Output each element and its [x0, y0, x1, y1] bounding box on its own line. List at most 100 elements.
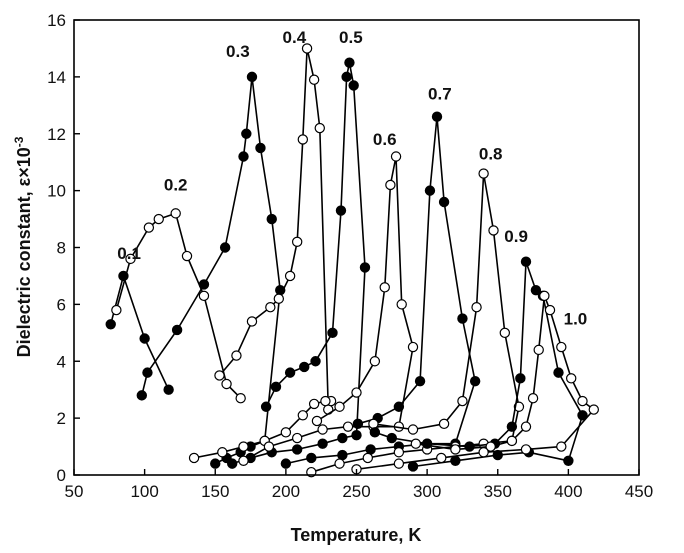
x-tick-label: 250 [342, 482, 370, 501]
x-tick-label: 350 [484, 482, 512, 501]
data-point [393, 447, 405, 458]
data-point [335, 205, 347, 216]
series-label: 0.2 [164, 176, 188, 195]
data-point [457, 395, 468, 407]
data-point [485, 441, 496, 452]
y-axis-ticks: 0 2 4 6 8 10 12 14 16 [47, 11, 80, 485]
data-point [266, 213, 277, 225]
series-0.6 [238, 151, 419, 466]
data-point [410, 438, 422, 449]
data-point [125, 253, 136, 265]
series-1.0 [351, 290, 600, 475]
series-layer [105, 43, 600, 478]
data-point [492, 449, 503, 461]
x-axis-title: Temperature, K [291, 525, 422, 545]
data-point [566, 373, 577, 384]
data-point [284, 367, 296, 378]
data-point [438, 196, 450, 208]
data-point [407, 341, 419, 353]
data-point [539, 290, 550, 302]
data-point [436, 452, 447, 464]
data-point [450, 455, 461, 466]
series-0.2 [111, 208, 246, 404]
series-label: 0.8 [479, 144, 503, 163]
data-point [238, 151, 249, 162]
data-point [469, 375, 481, 387]
data-point [544, 304, 556, 316]
data-point [105, 319, 116, 330]
data-point [337, 432, 348, 444]
data-point [263, 441, 275, 452]
data-point [327, 327, 338, 339]
data-point [438, 418, 450, 430]
data-point [217, 447, 228, 458]
data-point [577, 395, 588, 407]
data-point [311, 415, 323, 427]
data-point [170, 208, 181, 219]
data-point [407, 424, 419, 435]
y-tick-label: 12 [47, 125, 66, 144]
data-point [299, 361, 310, 373]
data-point [238, 441, 249, 452]
series-line [109, 275, 170, 391]
y-axis-title-symbol: ε×10 [14, 147, 34, 186]
data-point [238, 455, 249, 466]
data-point [396, 299, 407, 310]
data-point [301, 43, 313, 54]
data-point [308, 74, 320, 85]
data-point [386, 432, 398, 444]
x-tick-label: 50 [65, 482, 84, 501]
data-point [291, 236, 303, 248]
data-point [341, 71, 352, 83]
data-point [111, 304, 122, 316]
y-tick-label: 4 [57, 352, 66, 371]
data-point [334, 458, 345, 469]
data-point [246, 316, 258, 327]
data-point [273, 293, 285, 304]
data-point [530, 284, 542, 296]
data-point [214, 370, 225, 381]
data-point [506, 435, 518, 447]
data-point [231, 350, 242, 361]
data-point [553, 367, 564, 378]
data-point [198, 290, 210, 302]
series-labels: 0.1 0.2 0.3 0.4 0.5 0.6 0.7 0.8 0.9 1.0 [117, 28, 587, 329]
data-point [260, 401, 272, 412]
series-label: 0.5 [339, 28, 363, 47]
data-point [291, 444, 303, 455]
data-point [198, 279, 210, 290]
data-point [139, 333, 150, 344]
series-label: 0.3 [226, 42, 250, 61]
data-point [210, 458, 221, 469]
x-tick-label: 100 [130, 482, 158, 501]
data-point [188, 452, 200, 464]
data-point [421, 438, 433, 449]
data-point [478, 447, 489, 458]
data-point [241, 128, 252, 139]
series-label: 0.1 [117, 244, 141, 263]
x-tick-label: 400 [554, 482, 582, 501]
data-point [317, 438, 328, 449]
data-point [255, 142, 266, 154]
data-point [235, 393, 246, 404]
data-point [471, 302, 482, 313]
data-point [513, 401, 525, 412]
data-point [171, 324, 183, 336]
series-label: 0.4 [283, 28, 307, 47]
y-tick-label: 16 [47, 11, 66, 30]
data-point [226, 458, 238, 469]
data-point [284, 270, 296, 282]
x-tick-label: 300 [413, 482, 441, 501]
data-point [181, 250, 193, 262]
data-point [478, 168, 489, 179]
data-point [297, 410, 309, 421]
data-point [393, 458, 405, 469]
series-label: 0.6 [373, 130, 397, 149]
data-point [306, 452, 317, 464]
x-tick-label: 450 [625, 482, 653, 501]
data-point [297, 134, 309, 145]
y-tick-label: 8 [57, 239, 66, 258]
data-point [280, 458, 292, 469]
